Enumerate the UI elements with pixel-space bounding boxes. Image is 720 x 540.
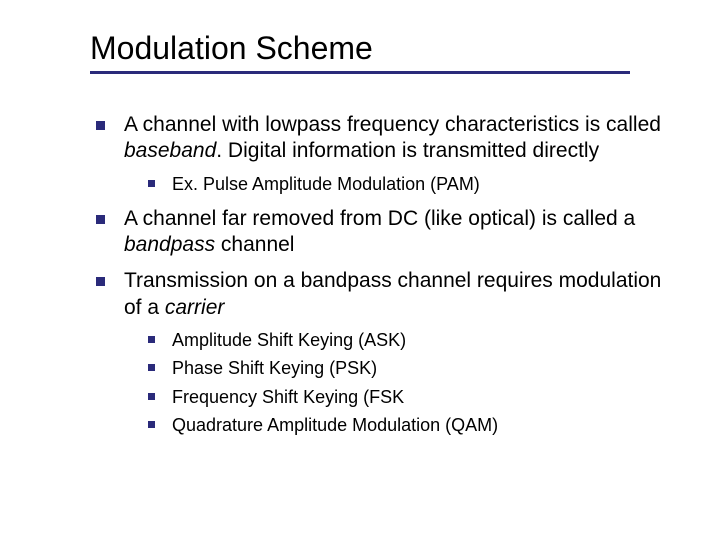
sub-bullet-item: Amplitude Shift Keying (ASK) xyxy=(144,329,670,352)
bullet-text: A channel far removed from DC (like opti… xyxy=(124,207,635,230)
sub-bullet-item: Frequency Shift Keying (FSK xyxy=(144,386,670,409)
sub-bullet-item: Quadrature Amplitude Modulation (QAM) xyxy=(144,414,670,437)
sub-bullet-item: Ex. Pulse Amplitude Modulation (PAM) xyxy=(144,173,670,196)
bullet-item: A channel far removed from DC (like opti… xyxy=(90,206,670,259)
sub-bullet-text: Ex. Pulse Amplitude Modulation (PAM) xyxy=(172,174,480,194)
sub-bullet-text: Frequency Shift Keying (FSK xyxy=(172,387,404,407)
bullet-text-italic: bandpass xyxy=(124,233,215,256)
bullet-text: channel xyxy=(215,233,294,256)
slide: Modulation Scheme A channel with lowpass… xyxy=(0,0,720,540)
bullet-text-italic: carrier xyxy=(165,296,225,319)
title-underline xyxy=(90,71,630,74)
slide-title: Modulation Scheme xyxy=(90,30,670,67)
bullet-text: A channel with lowpass frequency charact… xyxy=(124,113,661,136)
sub-bullet-list: Amplitude Shift Keying (ASK) Phase Shift… xyxy=(144,329,670,438)
sub-bullet-text: Amplitude Shift Keying (ASK) xyxy=(172,330,406,350)
sub-bullet-item: Phase Shift Keying (PSK) xyxy=(144,357,670,380)
sub-bullet-text: Phase Shift Keying (PSK) xyxy=(172,358,377,378)
bullet-text: . Digital information is transmitted dir… xyxy=(216,139,599,162)
bullet-list: A channel with lowpass frequency charact… xyxy=(90,112,670,437)
bullet-item: Transmission on a bandpass channel requi… xyxy=(90,268,670,437)
sub-bullet-list: Ex. Pulse Amplitude Modulation (PAM) xyxy=(144,173,670,196)
sub-bullet-text: Quadrature Amplitude Modulation (QAM) xyxy=(172,415,498,435)
bullet-item: A channel with lowpass frequency charact… xyxy=(90,112,670,196)
bullet-text-italic: baseband xyxy=(124,139,216,162)
